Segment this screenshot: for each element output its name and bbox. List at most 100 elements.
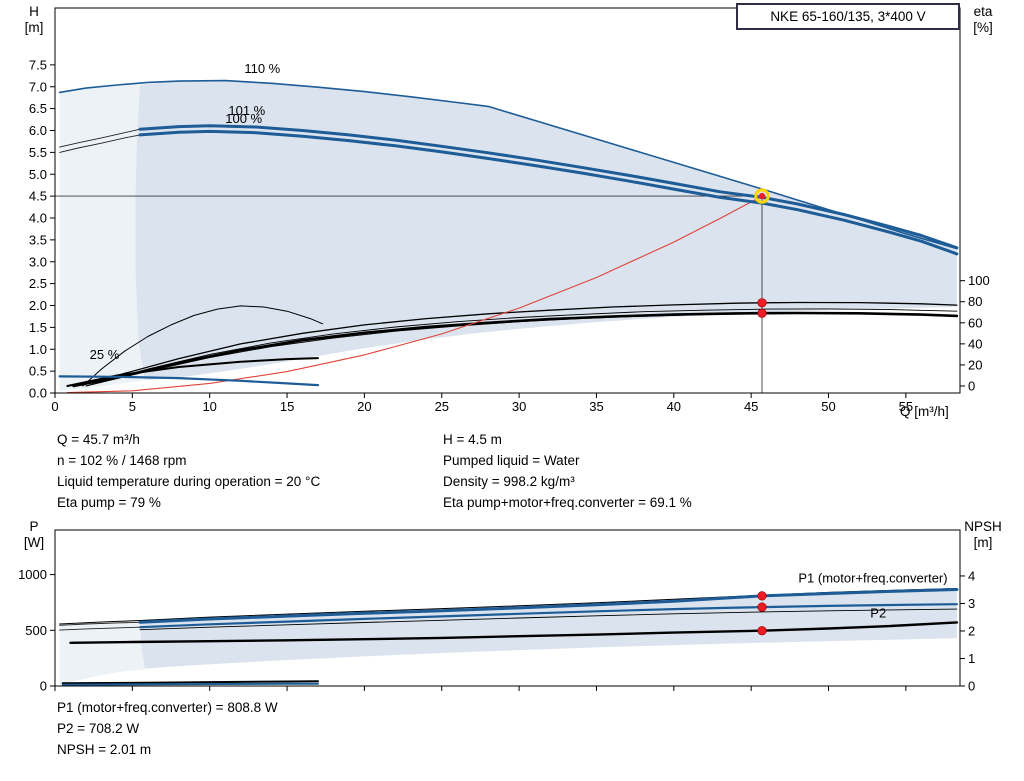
tick-label: 15 — [280, 399, 294, 414]
eta-axis-label-symbol: eta — [973, 4, 993, 19]
duty-point-marker-dot — [758, 192, 766, 200]
p-axis-label-symbol: P — [29, 519, 39, 534]
tick-label: 5.5 — [29, 145, 47, 160]
h-axis-label-symbol: H — [29, 4, 39, 19]
label-p2-curve: P2 — [870, 606, 886, 621]
eta-curve-aux-1 — [85, 308, 958, 387]
tick-label: 4 — [968, 568, 975, 583]
pump-curve-101pct — [138, 124, 959, 250]
tick-label: 0.5 — [29, 364, 47, 379]
plot-frame — [54, 7, 961, 394]
pump-curve-110pct — [58, 79, 958, 250]
operating-data-left: Q = 45.7 m³/h n = 102 % / 1468 rpm Liqui… — [57, 429, 320, 513]
npsh-value-line: NPSH = 2.01 m — [57, 742, 152, 757]
operating-data-right: H = 4.5 m Pumped liquid = Water Density … — [443, 429, 692, 513]
eta-total-line: Eta pump+motor+freq.converter = 69.1 % — [443, 495, 692, 510]
tick-label: 6.0 — [29, 123, 47, 138]
p1-leadin — [59, 621, 141, 626]
power-curve-25pct-black — [61, 680, 319, 685]
tick-label: 1.0 — [29, 342, 47, 357]
pump-curve-100pct-leadin — [59, 134, 141, 153]
tick-label: 7.5 — [29, 57, 47, 72]
pump-curve-25pct — [58, 375, 320, 387]
duty-point-marker-ring — [754, 188, 770, 204]
tick-label: 55 — [899, 399, 913, 414]
eta-axis-label: eta [%] — [960, 4, 1006, 36]
tick-label: 60 — [968, 315, 982, 330]
pump-curve-101pct-leadin — [59, 128, 141, 148]
tick-label: 2 — [968, 624, 975, 639]
p2-curve — [139, 603, 958, 629]
tick-label: 10 — [202, 399, 216, 414]
power-curve-aux — [139, 608, 958, 631]
curve-point-marker — [757, 308, 767, 318]
curve-point-marker — [757, 626, 767, 636]
label-25pct: 25 % — [90, 347, 120, 362]
density-line: Density = 998.2 kg/m³ — [443, 474, 575, 489]
plot-frame — [54, 529, 961, 687]
head-value-line: H = 4.5 m — [443, 432, 502, 447]
p-axis-label-unit: [W] — [23, 535, 45, 550]
tick-label: 3.5 — [29, 232, 47, 247]
power-envelope-area — [140, 588, 957, 669]
p2-value-line: P2 = 708.2 W — [57, 721, 140, 736]
curve-point-marker — [757, 602, 767, 612]
tick-label: 1.5 — [29, 320, 47, 335]
tick-label: 5.0 — [29, 167, 47, 182]
speed-value-line: n = 102 % / 1468 rpm — [57, 453, 187, 468]
power-curve-25pct-blue — [61, 682, 319, 686]
operating-envelope-area — [135, 80, 957, 381]
tick-label: 40 — [667, 399, 681, 414]
tick-label: 0 — [968, 379, 975, 394]
npsh-axis-label-unit: [m] — [973, 535, 993, 550]
tick-label: 4.0 — [29, 211, 47, 226]
label-p1-curve: P1 (motor+freq.converter) — [798, 570, 947, 585]
p1-value-line: P1 (motor+freq.converter) = 808.8 W — [57, 700, 278, 715]
tick-label: 35 — [589, 399, 603, 414]
npsh-axis-label-symbol: NPSH — [964, 519, 1002, 534]
power-data-block: P1 (motor+freq.converter) = 808.8 W P2 =… — [57, 697, 278, 760]
tick-label: 25 — [435, 399, 449, 414]
tick-label: 7.0 — [29, 79, 47, 94]
eta-pump-curve — [72, 301, 958, 387]
eta-pump-line: Eta pump = 79 % — [57, 495, 161, 510]
tick-label: 2.0 — [29, 298, 47, 313]
q-value-line: Q = 45.7 m³/h — [57, 432, 140, 447]
label-101pct: 101 % — [228, 103, 265, 118]
h-axis-label-unit: [m] — [24, 20, 44, 35]
tick-label: 80 — [968, 294, 982, 309]
tick-label: 1 — [968, 651, 975, 666]
tick-label: 4.5 — [29, 189, 47, 204]
eta-axis-label-unit: [%] — [973, 20, 993, 35]
tick-label: 0 — [968, 679, 975, 694]
tick-label: 30 — [512, 399, 526, 414]
tick-label: 40 — [968, 336, 982, 351]
p2-leadin — [59, 626, 141, 631]
pump-curve-100pct — [138, 129, 959, 256]
tick-label: 20 — [357, 399, 371, 414]
label-110pct: 110 % — [244, 61, 280, 76]
tick-label: 0 — [40, 679, 47, 694]
curve-point-marker — [757, 591, 767, 601]
p1-curve — [138, 588, 959, 624]
npsh-axis-label: NPSH [m] — [956, 519, 1010, 551]
tick-label: 3.0 — [29, 254, 47, 269]
tick-label: 0.0 — [29, 386, 47, 401]
curve-point-marker — [757, 298, 767, 308]
tick-label: 20 — [968, 357, 982, 372]
tick-label: 2.5 — [29, 276, 47, 291]
system-curve — [66, 195, 763, 394]
h-axis-label: H [m] — [14, 4, 54, 36]
eta-curve-small-speed — [82, 305, 324, 387]
tick-label: 500 — [25, 623, 47, 638]
pumped-liquid-line: Pumped liquid = Water — [443, 453, 580, 468]
tick-label: 3 — [968, 596, 975, 611]
label-100pct: 100 % — [225, 111, 262, 126]
tick-label: 5 — [129, 399, 136, 414]
pump-title-box: NKE 65-160/135, 3*400 V — [736, 3, 960, 30]
p-axis-label: P [W] — [14, 519, 54, 551]
eta-total-curve — [72, 311, 959, 388]
low-speed-wash-area — [59, 84, 145, 391]
